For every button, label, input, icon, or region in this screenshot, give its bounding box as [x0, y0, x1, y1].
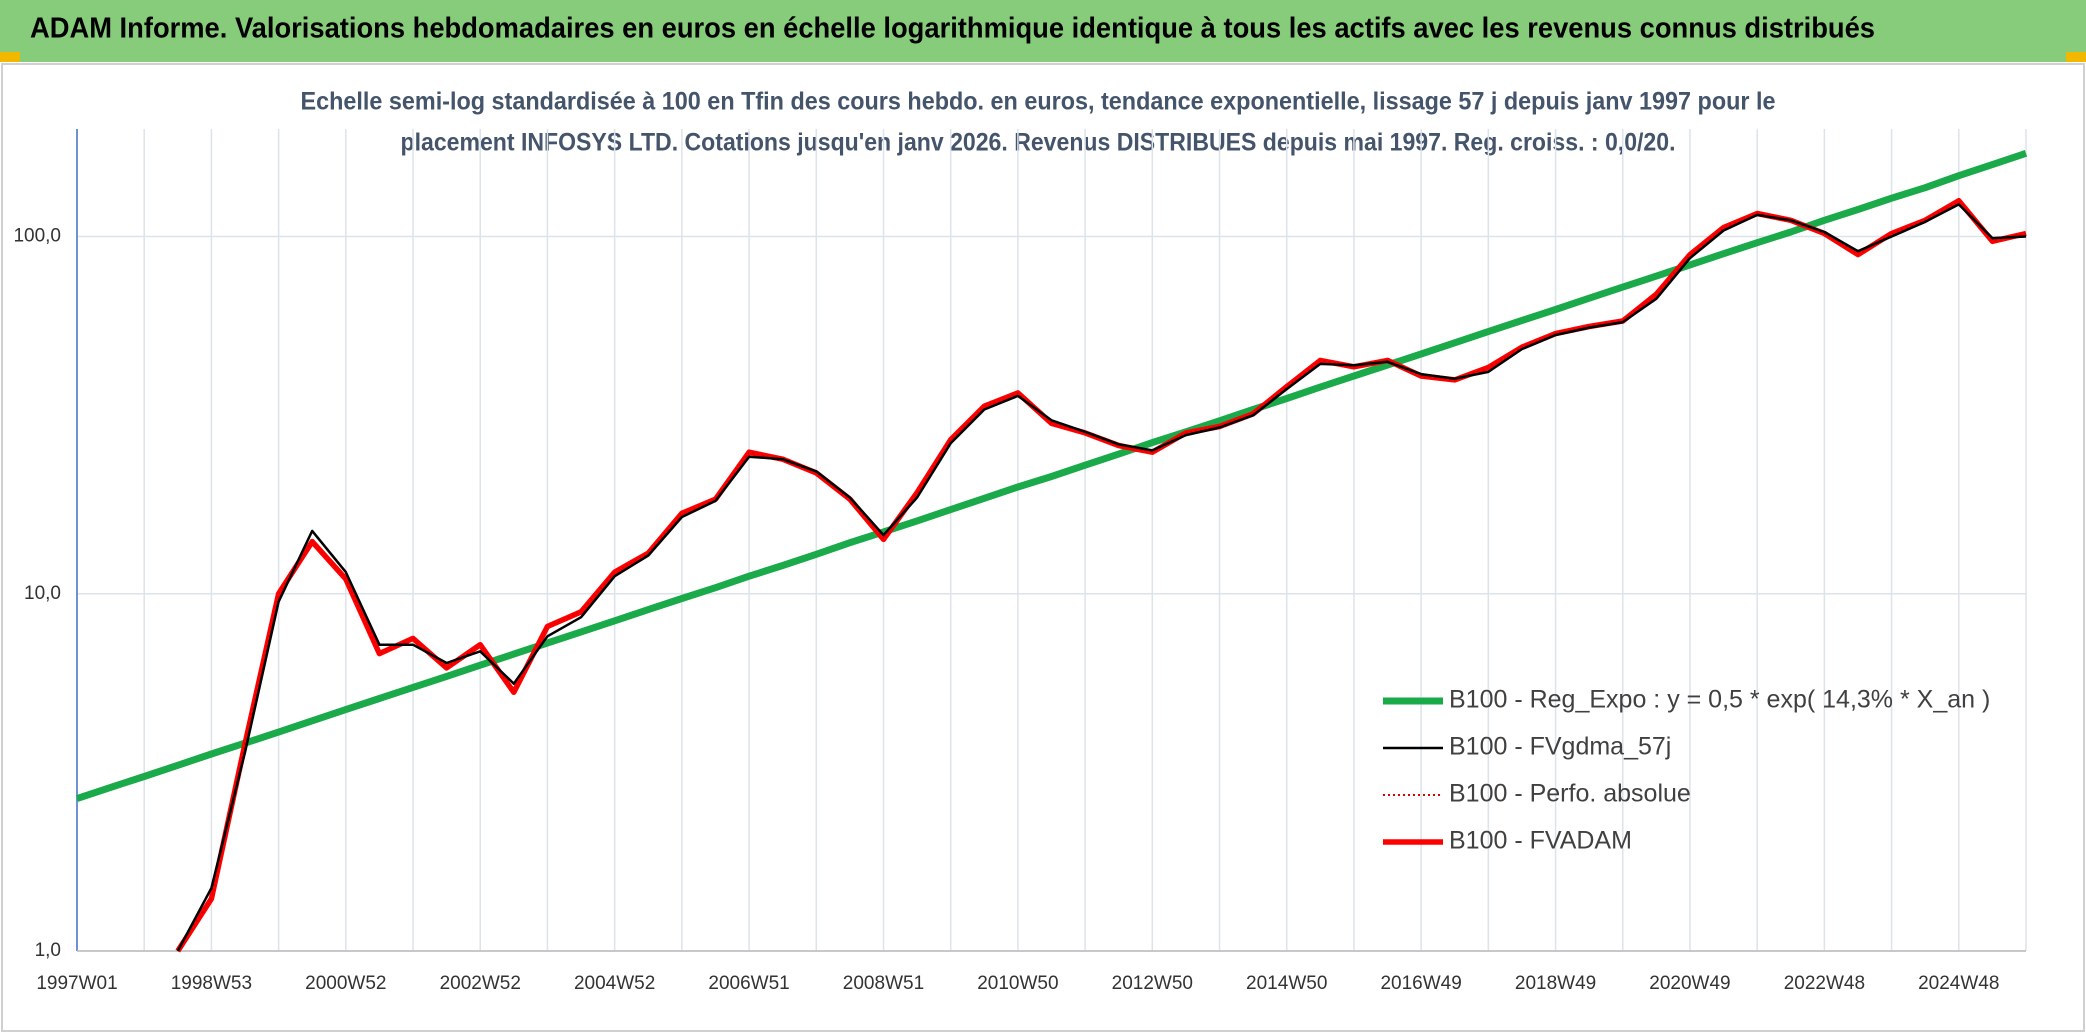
corner-mark [0, 52, 20, 62]
x-tick-label: 2022W48 [1784, 973, 1865, 994]
y-tick-label: 100,0 [13, 226, 61, 247]
legend-label: B100 - Reg_Expo : y = 0,5 * exp( 14,3% *… [1449, 686, 1990, 714]
x-tick-label: 2006W51 [708, 973, 789, 994]
x-tick-label: 2024W48 [1918, 973, 1999, 994]
chart-subtitle: placement INFOSYS LTD. Cotations jusqu'e… [401, 129, 1676, 157]
x-tick-label: 2018W49 [1515, 973, 1596, 994]
y-tick-label: 1,0 [35, 940, 61, 961]
x-tick-label: 1997W01 [36, 973, 117, 994]
series-line [75, 149, 2028, 802]
x-tick-label: 1998W53 [171, 973, 252, 994]
legend-label: B100 - FVgdma_57j [1449, 733, 1671, 761]
x-tick-label: 2014W50 [1246, 973, 1327, 994]
series-line [176, 199, 2027, 952]
y-tick-label: 10,0 [24, 583, 61, 604]
x-tick-label: 2002W52 [440, 973, 521, 994]
title-bar [0, 0, 2086, 62]
x-tick-label: 2020W49 [1649, 973, 1730, 994]
x-tick-label: 2004W52 [574, 973, 655, 994]
chart-title: ADAM Informe. Valorisations hebdomadaire… [30, 13, 1875, 45]
corner-mark [2066, 52, 2086, 62]
x-tick-label: 2000W52 [305, 973, 386, 994]
legend-label: B100 - Perfo. absolue [1449, 780, 1691, 808]
x-tick-label: 2008W51 [843, 973, 924, 994]
x-tick-label: 2010W50 [977, 973, 1058, 994]
series-line [176, 203, 2027, 952]
legend-label: B100 - FVADAM [1449, 827, 1632, 855]
x-tick-label: 2012W50 [1112, 973, 1193, 994]
chart-subtitle: Echelle semi-log standardisée à 100 en T… [301, 88, 1776, 116]
x-tick-label: 2016W49 [1380, 973, 1461, 994]
